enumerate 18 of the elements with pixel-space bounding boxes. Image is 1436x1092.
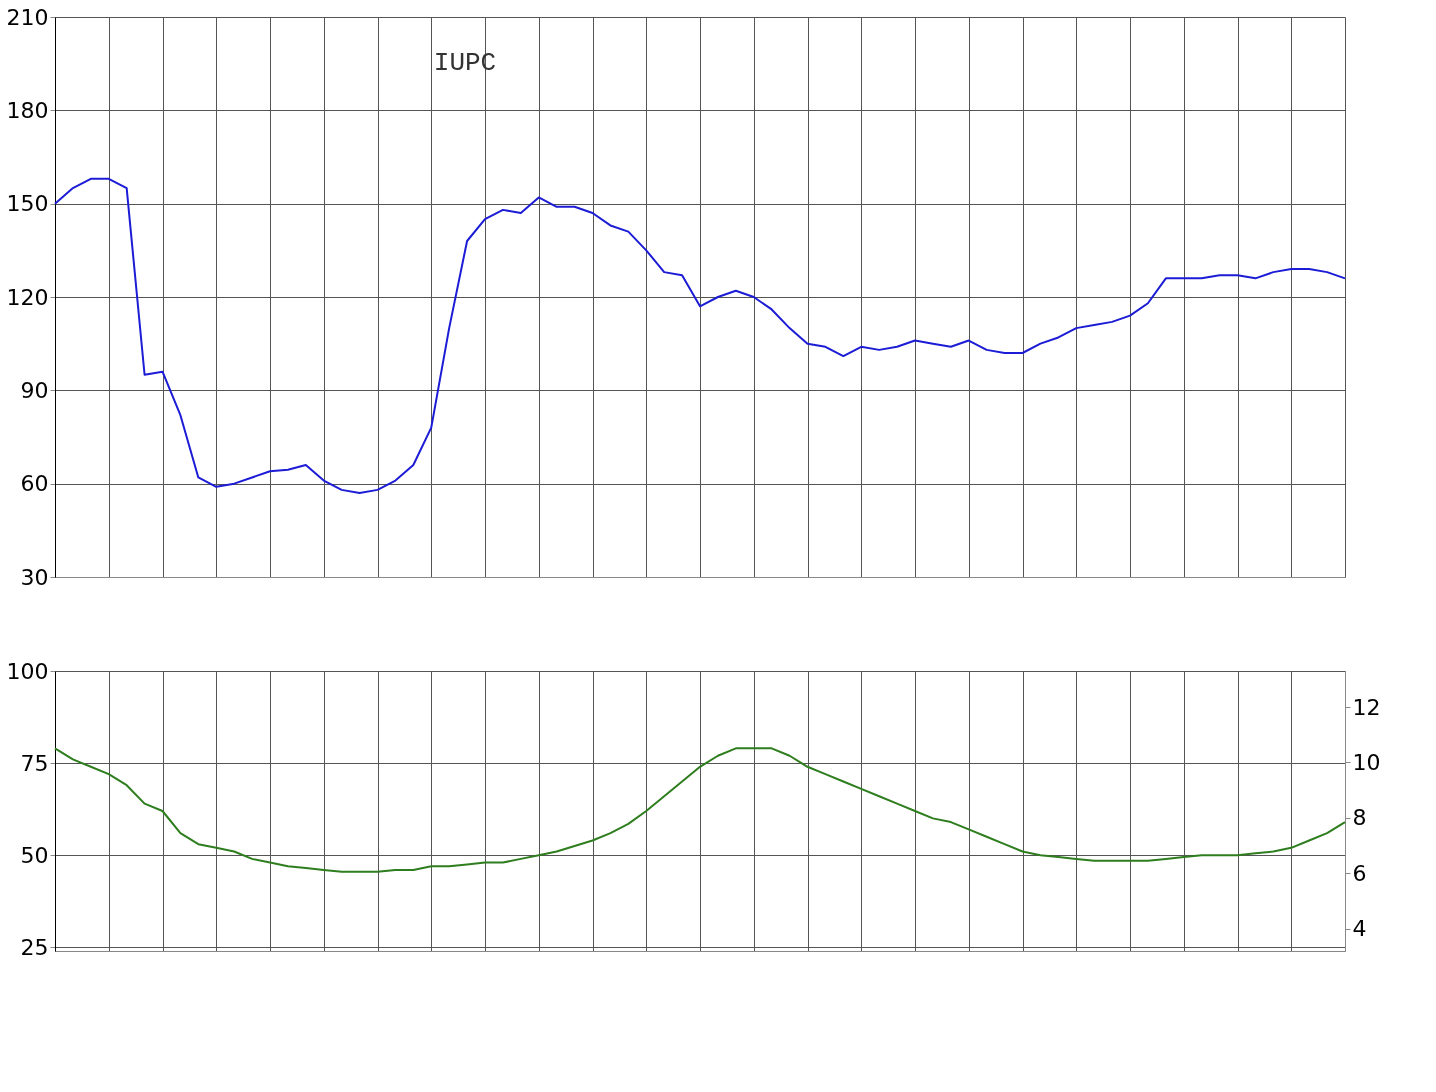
y-tick-label: 180 bbox=[6, 97, 49, 123]
y-tick-label: 30 bbox=[20, 564, 49, 590]
line-series bbox=[54, 177, 1346, 494]
y-tick-label: 150 bbox=[6, 191, 49, 217]
y-tick-label: 210 bbox=[6, 4, 49, 30]
y-tick-label: 75 bbox=[20, 750, 49, 776]
y-tick-label: 50 bbox=[20, 842, 49, 868]
y-tick-label: 25 bbox=[20, 934, 49, 960]
line-series bbox=[54, 747, 1346, 873]
y-tick-label: 120 bbox=[6, 284, 49, 310]
y2-tick-label: 8 bbox=[1352, 805, 1367, 831]
y2-tick-label: 12 bbox=[1352, 694, 1381, 720]
y2-tick-label: 10 bbox=[1352, 749, 1381, 775]
y-tick-label: 90 bbox=[20, 377, 49, 403]
y-tick-label: 60 bbox=[20, 471, 49, 497]
y2-tick-label: 6 bbox=[1352, 860, 1367, 886]
y-tick-label: 100 bbox=[6, 658, 49, 684]
y2-tick-label: 4 bbox=[1352, 916, 1367, 942]
